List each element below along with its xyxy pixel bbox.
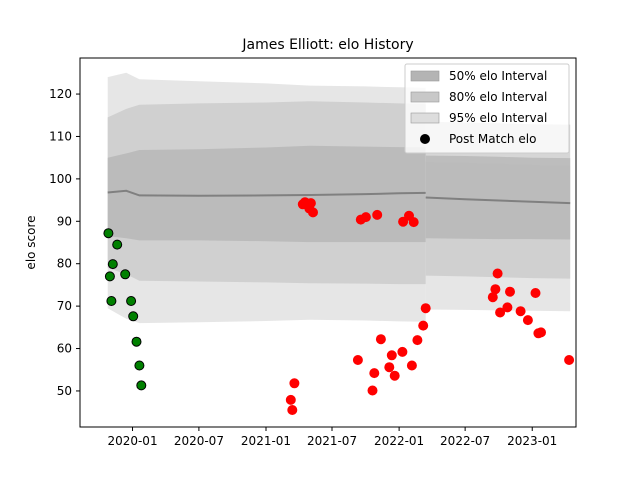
- data-point: [103, 228, 114, 239]
- x-tick-label: 2021-01: [241, 434, 291, 448]
- band-50-extended: [425, 155, 571, 240]
- data-point: [136, 380, 147, 391]
- data-point: [367, 385, 378, 396]
- data-point: [505, 286, 515, 297]
- data-point: [285, 394, 296, 405]
- data-point: [126, 296, 137, 306]
- y-axis-label: elo score: [24, 215, 38, 269]
- legend-box: [404, 63, 570, 154]
- data-point: [408, 217, 419, 228]
- data-point: [289, 378, 300, 389]
- chart-title: James Elliott: elo History: [241, 37, 413, 53]
- legend: 50% elo Interval 80% elo Interval 95% elo …: [404, 63, 570, 154]
- legend-swatch-marker: [420, 134, 430, 144]
- y-tick-label: 90: [57, 214, 72, 228]
- y-tick-label: 120: [49, 87, 72, 101]
- y-tick-label: 50: [57, 384, 72, 398]
- x-tick-label: 2020-07: [174, 434, 224, 448]
- x-tick-label: 2020-01: [107, 434, 157, 448]
- legend-swatch-band50: [410, 70, 440, 82]
- legend-label-band95: 95% elo Interval: [449, 111, 547, 125]
- data-point: [104, 271, 115, 282]
- data-point: [106, 296, 117, 306]
- data-point: [406, 360, 417, 371]
- post-match-points: [103, 197, 575, 415]
- data-point: [398, 216, 409, 227]
- data-point: [495, 307, 506, 318]
- y-tick-label: 70: [57, 299, 72, 313]
- legend-label-band80: 80% elo Interval: [449, 90, 547, 104]
- y-tick-label: 60: [57, 342, 72, 356]
- data-point: [120, 269, 131, 280]
- y-axis-ticks: 50 60 70 80 90 100 110 120: [49, 87, 80, 398]
- band-50-active: [107, 145, 426, 243]
- mean-line-extended: [425, 196, 571, 205]
- data-point: [112, 239, 123, 250]
- data-point: [287, 405, 298, 415]
- y-tick-label: 80: [57, 257, 72, 271]
- data-point: [564, 355, 575, 365]
- data-point: [375, 334, 386, 345]
- data-point: [418, 320, 429, 331]
- x-axis-ticks: 2020-01 2020-07 2021-01 2021-07 2022-01 2022-…: [107, 427, 557, 448]
- interval-bands: [107, 72, 571, 324]
- data-point: [360, 212, 371, 223]
- data-point: [384, 362, 395, 373]
- data-point: [131, 336, 142, 347]
- mean-elo-lines: [107, 189, 571, 205]
- legend-label-marker: Post Match elo: [449, 132, 536, 146]
- data-point: [536, 327, 546, 338]
- data-point: [386, 350, 397, 361]
- data-point: [134, 360, 145, 371]
- x-tick-label: 2021-07: [307, 434, 357, 448]
- data-point: [522, 315, 533, 326]
- data-point: [492, 268, 503, 279]
- data-point: [502, 302, 513, 313]
- data-point: [389, 370, 400, 381]
- legend-swatch-band80: [410, 91, 440, 103]
- data-point: [308, 207, 318, 218]
- data-point: [369, 368, 380, 379]
- data-point: [420, 303, 431, 314]
- mean-line-active: [107, 189, 426, 197]
- data-point: [397, 346, 408, 357]
- data-point: [107, 259, 118, 270]
- plot-frame: [79, 57, 577, 428]
- data-point: [530, 288, 541, 298]
- data-point: [412, 335, 423, 346]
- x-tick-label: 2023-01: [507, 434, 557, 448]
- data-point: [490, 284, 501, 295]
- y-tick-label: 100: [49, 172, 72, 186]
- data-point: [352, 355, 363, 365]
- legend-label-band50: 50% elo Interval: [449, 69, 547, 83]
- data-point: [515, 306, 526, 317]
- y-tick-label: 110: [49, 129, 72, 143]
- legend-swatch-band95: [410, 112, 440, 124]
- data-point: [305, 198, 316, 209]
- data-point: [372, 209, 383, 220]
- x-tick-label: 2022-01: [374, 434, 424, 448]
- data-point: [128, 311, 139, 322]
- x-tick-label: 2022-07: [440, 434, 490, 448]
